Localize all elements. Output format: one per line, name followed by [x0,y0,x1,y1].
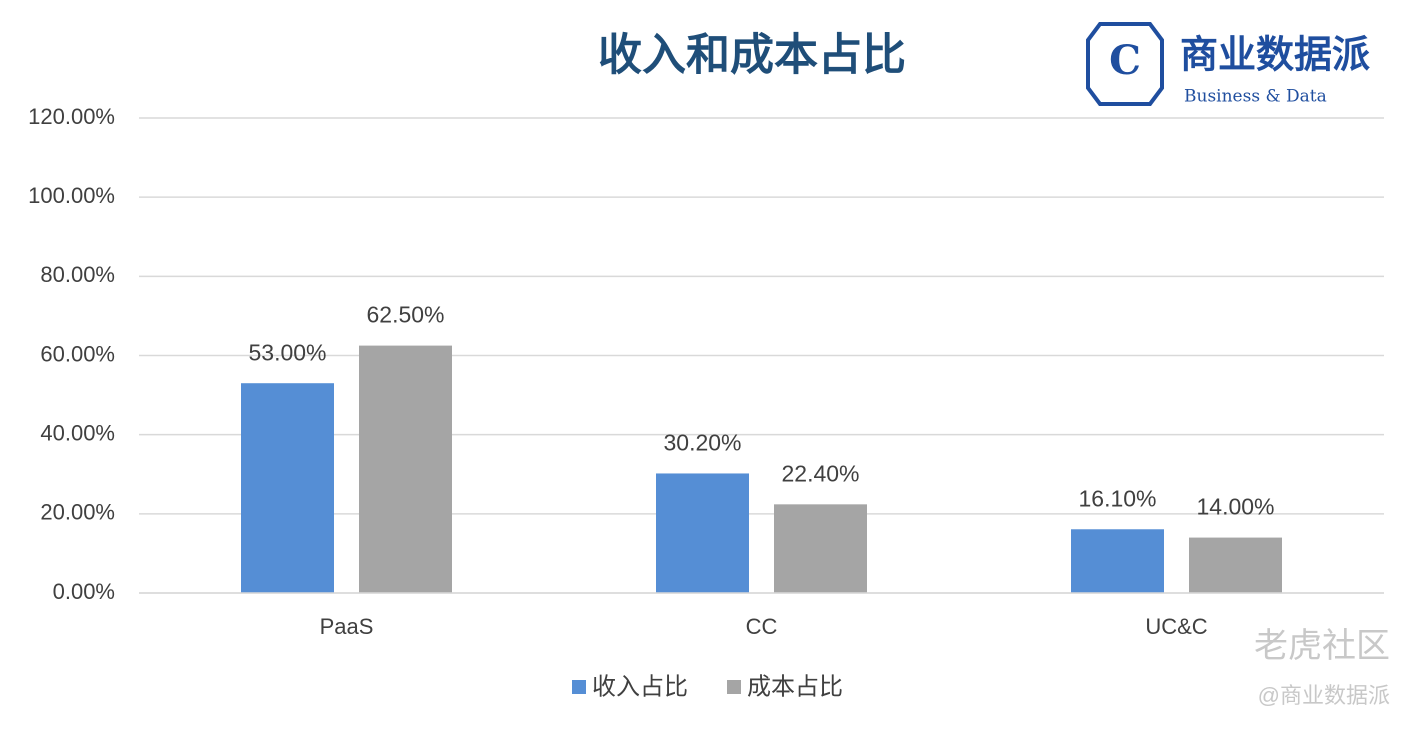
y-tick-label: 0.00% [53,579,115,604]
bar [241,383,334,593]
bar [656,473,749,593]
logo-frame [1086,22,1164,106]
y-tick-label: 40.00% [40,420,115,445]
value-label: 14.00% [1196,494,1274,520]
x-tick-label: UC&C [1145,614,1207,639]
y-tick-label: 80.00% [40,262,115,287]
logo-subtext: Business & Data [1184,87,1327,107]
legend-swatch [572,680,586,694]
y-tick-label: 60.00% [40,341,115,366]
x-tick-label: CC [746,614,778,639]
legend-label: 成本占比 [747,673,843,700]
logo-text: 商业数据派 [1180,32,1370,77]
logo: C 商业数据派 Business & Data [1086,22,1370,107]
watermark: 老虎社区 [1254,627,1390,665]
legend-swatch [727,680,741,694]
y-tick-label: 120.00% [28,104,115,129]
bar [1071,529,1164,593]
chart-title: 收入和成本占比 [598,30,906,81]
value-label: 62.50% [366,302,444,328]
watermark: @商业数据派 [1258,683,1390,708]
value-label: 16.10% [1078,485,1156,511]
bar [774,504,867,593]
bar [1189,537,1282,593]
y-tick-label: 20.00% [40,500,115,525]
legend-label: 收入占比 [592,673,688,700]
bar [359,345,452,593]
x-tick-label: PaaS [320,614,374,639]
logo-mark: C [1109,37,1141,84]
value-label: 53.00% [248,339,326,365]
value-label: 30.20% [663,430,741,456]
y-tick-label: 100.00% [28,183,115,208]
value-label: 22.40% [781,460,859,486]
